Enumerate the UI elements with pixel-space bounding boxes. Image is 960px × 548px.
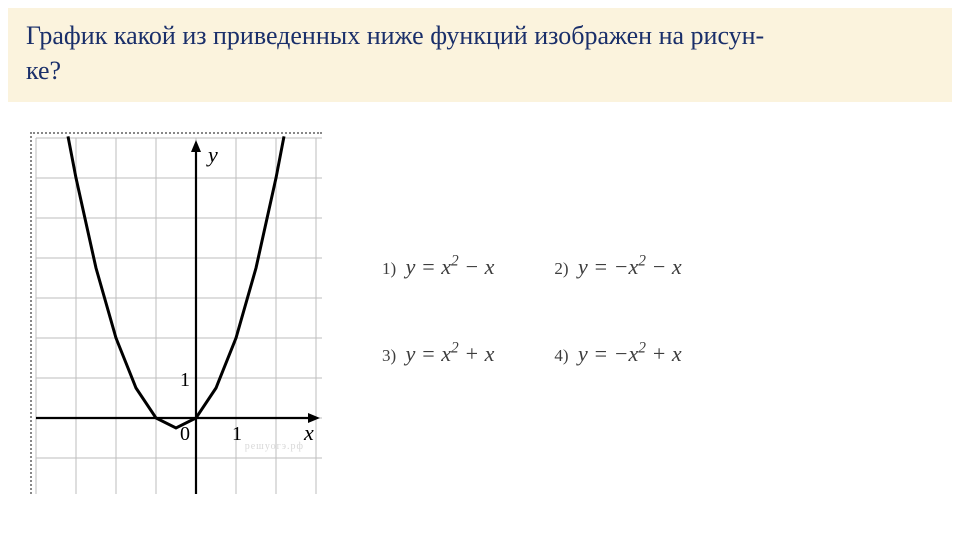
- content-area: y x 0 1 1 решуогэ.рф 1) y = x2 − x 2) y = −x…: [0, 102, 960, 514]
- answer-formula-1: y = x2 − x: [406, 254, 495, 279]
- answer-option-4: 4) y = −x2 + x: [554, 340, 681, 367]
- svg-text:1: 1: [180, 369, 190, 391]
- question-line1: График какой из приведенных ниже функций…: [26, 21, 764, 50]
- question-line2: ке?: [26, 56, 61, 85]
- svg-text:1: 1: [232, 423, 242, 445]
- answer-formula-3: y = x2 + x: [406, 341, 495, 366]
- watermark-text: решуогэ.рф: [245, 441, 304, 452]
- chart-container: y x 0 1 1 решуогэ.рф: [30, 132, 322, 494]
- answer-formula-4: y = −x2 + x: [578, 341, 682, 366]
- answer-row-2: 3) y = x2 + x 4) y = −x2 + x: [382, 340, 940, 367]
- svg-text:x: x: [303, 420, 314, 445]
- question-text: График какой из приведенных ниже функций…: [26, 18, 934, 88]
- answer-formula-2: y = −x2 − x: [578, 254, 682, 279]
- svg-text:y: y: [206, 142, 218, 167]
- answer-num-1: 1): [382, 259, 396, 278]
- question-box: График какой из приведенных ниже функций…: [8, 8, 952, 102]
- answer-num-3: 3): [382, 346, 396, 365]
- answer-num-4: 4): [554, 346, 568, 365]
- answer-option-3: 3) y = x2 + x: [382, 340, 494, 367]
- answer-option-1: 1) y = x2 − x: [382, 252, 494, 279]
- answers-block: 1) y = x2 − x 2) y = −x2 − x 3) y = x2 +…: [322, 132, 940, 427]
- answer-row-1: 1) y = x2 − x 2) y = −x2 − x: [382, 252, 940, 279]
- answer-option-2: 2) y = −x2 − x: [554, 252, 681, 279]
- parabola-chart: y x 0 1 1: [32, 134, 322, 494]
- svg-text:0: 0: [180, 423, 190, 445]
- answer-num-2: 2): [554, 259, 568, 278]
